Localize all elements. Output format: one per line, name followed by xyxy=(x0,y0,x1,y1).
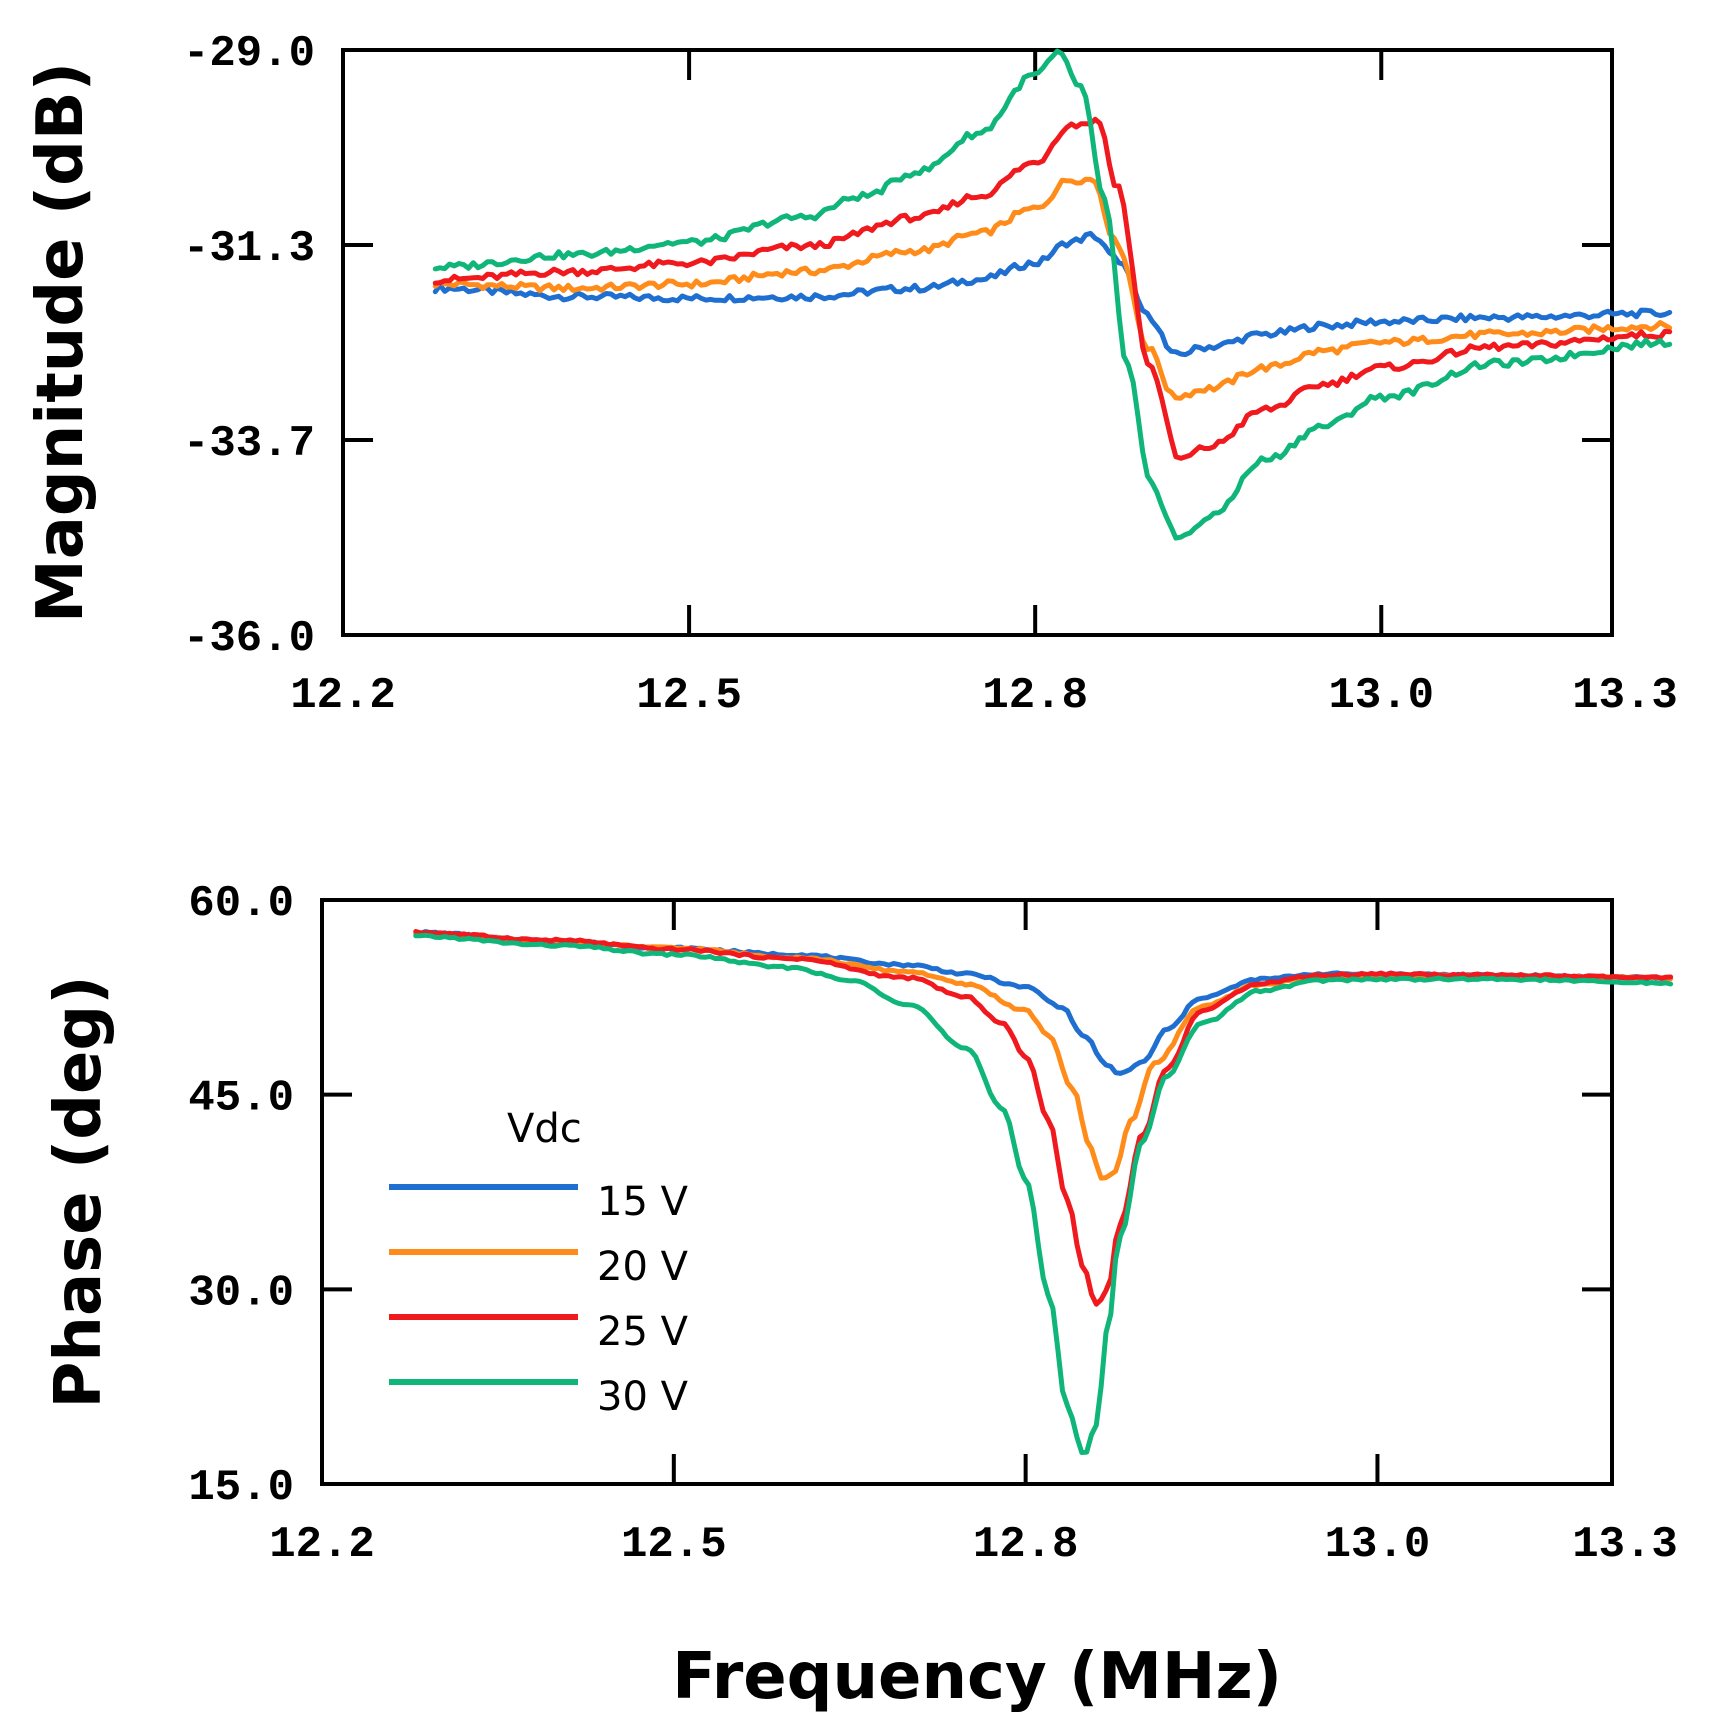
magnitude-ylabel: Magnitude (dB) xyxy=(24,62,98,623)
legend-label: 15 V xyxy=(597,1179,689,1225)
xlabel: Frequency (MHz) xyxy=(672,1640,1282,1714)
legend: Vdc 15 V 20 V 25 V 30 V xyxy=(389,1106,689,1420)
legend-title: Vdc xyxy=(507,1106,582,1152)
phase-ytick-label: 45.0 xyxy=(188,1074,294,1124)
magnitude-series-25v xyxy=(432,116,1673,461)
phase-ytick-label: 30.0 xyxy=(188,1268,294,1318)
magnitude-panel: 12.2 12.5 12.8 13.0 13.3 -29.0 -31.3 -33.7 -36.0… xyxy=(24,29,1678,721)
magnitude-series-20v xyxy=(432,176,1673,401)
magnitude-xtick-label: 13.3 xyxy=(1572,671,1678,721)
magnitude-xtick-label: 12.2 xyxy=(290,671,396,721)
legend-label: 30 V xyxy=(597,1374,689,1420)
magnitude-xtick-label: 12.8 xyxy=(982,671,1088,721)
phase-xtick-label: 12.8 xyxy=(973,1520,1079,1570)
magnitude-series-30v xyxy=(432,48,1673,541)
phase-xtick-label: 13.3 xyxy=(1572,1520,1678,1570)
magnitude-series-15v xyxy=(432,230,1673,358)
magnitude-plot-frame xyxy=(341,48,1614,637)
phase-xtick-label: 13.0 xyxy=(1325,1520,1431,1570)
phase-series-25v xyxy=(413,929,1674,1307)
magnitude-xtick-label: 12.5 xyxy=(636,671,742,721)
phase-ytick-label: 60.0 xyxy=(188,879,294,929)
phase-xtick-label: 12.5 xyxy=(621,1520,727,1570)
phase-series-15v xyxy=(413,929,1674,1076)
magnitude-xtick-label: 13.0 xyxy=(1328,671,1434,721)
phase-panel: 12.2 12.5 12.8 13.0 13.3 60.0 45.0 30.0 15.0 Phas… xyxy=(42,879,1678,1714)
phase-plot-frame xyxy=(320,898,1614,1486)
phase-xtick-label: 12.2 xyxy=(269,1520,375,1570)
magnitude-ytick-label: -31.3 xyxy=(183,224,315,274)
magnitude-ytick-label: -29.0 xyxy=(183,29,315,79)
legend-label: 20 V xyxy=(597,1244,689,1290)
phase-ylabel: Phase (deg) xyxy=(42,976,116,1409)
legend-label: 25 V xyxy=(597,1309,689,1355)
magnitude-ytick-label: -33.7 xyxy=(183,419,315,469)
phase-series-30v xyxy=(413,932,1674,1455)
magnitude-ytick-label: -36.0 xyxy=(183,614,315,664)
phase-series-20v xyxy=(413,930,1674,1181)
phase-ytick-label: 15.0 xyxy=(188,1463,294,1513)
